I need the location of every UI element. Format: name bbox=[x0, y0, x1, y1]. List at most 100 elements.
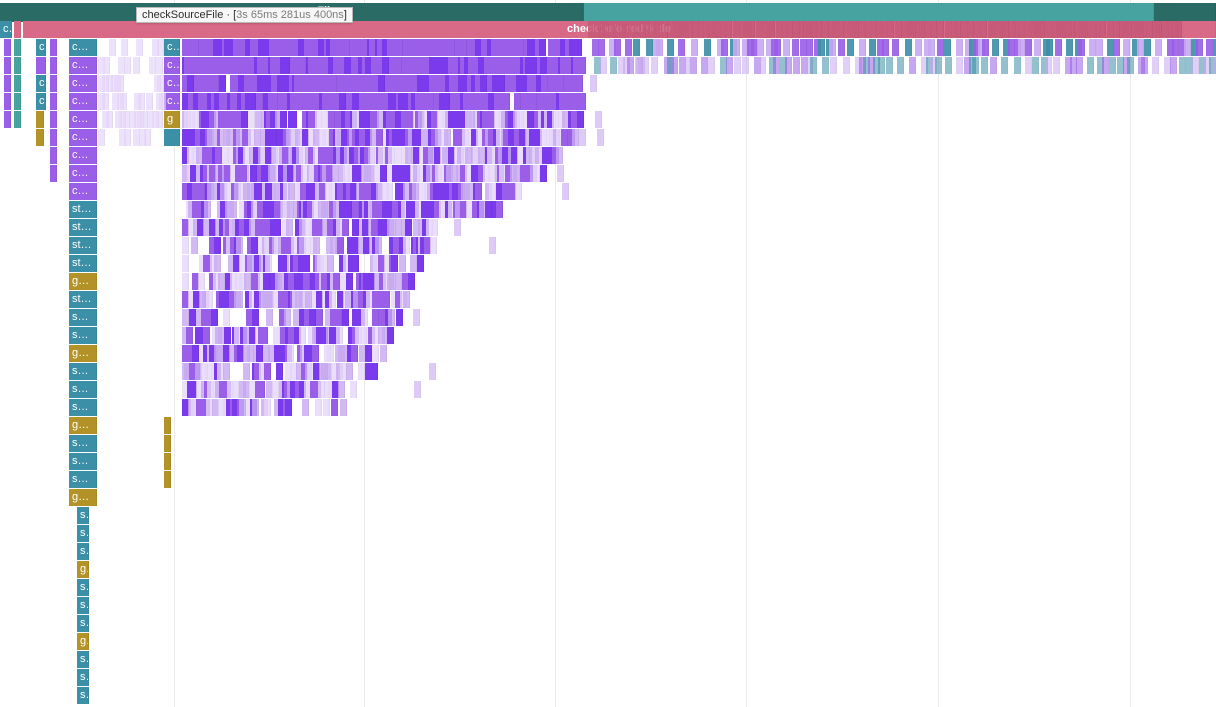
flame-frame[interactable]: che… bbox=[69, 129, 97, 146]
flame-frame[interactable]: che… bbox=[69, 57, 97, 74]
flame-frame[interactable]: st… bbox=[69, 291, 97, 308]
flame-frame bbox=[830, 57, 837, 74]
flame-frame bbox=[50, 57, 57, 74]
flame-frame bbox=[399, 255, 406, 272]
flame-frame[interactable]: g… bbox=[69, 489, 97, 506]
flame-frame[interactable]: che… bbox=[69, 111, 97, 128]
flame-frame bbox=[430, 237, 437, 254]
flame-frame bbox=[383, 291, 390, 308]
flame-frame[interactable]: s bbox=[77, 597, 89, 614]
flame-frame[interactable]: str… bbox=[69, 219, 97, 236]
flame-frame bbox=[1144, 39, 1151, 56]
flame-frame bbox=[327, 345, 334, 362]
flame-frame[interactable]: g bbox=[77, 561, 89, 578]
flame-frame[interactable]: che… bbox=[69, 147, 97, 164]
flame-frame[interactable]: s bbox=[77, 579, 89, 596]
flame-frame[interactable] bbox=[36, 57, 46, 74]
flame-frame bbox=[337, 237, 344, 254]
flame-frame[interactable]: st… bbox=[69, 255, 97, 272]
flame-frame[interactable] bbox=[36, 129, 44, 146]
flame-frame bbox=[414, 381, 421, 398]
flame-frame[interactable]: ge… bbox=[69, 273, 97, 290]
flame-frame bbox=[323, 399, 330, 416]
flame-frame bbox=[556, 147, 563, 164]
flame-frame[interactable]: c… bbox=[69, 39, 97, 56]
flame-frame[interactable]: g bbox=[77, 633, 89, 650]
flame-frame bbox=[967, 21, 974, 38]
flame-frame[interactable]: c bbox=[36, 39, 46, 56]
flame-frame bbox=[686, 21, 693, 38]
flame-frame bbox=[403, 291, 410, 308]
flame-frame[interactable]: che… bbox=[69, 165, 97, 182]
flame-frame[interactable]: che… bbox=[69, 75, 97, 92]
flame-frame[interactable]: c… bbox=[164, 39, 180, 56]
flame-frame[interactable]: g… bbox=[69, 345, 97, 362]
flame-frame bbox=[539, 39, 546, 56]
flame-frame[interactable]: c bbox=[0, 21, 12, 38]
flame-row: s bbox=[0, 597, 1216, 615]
flame-frame bbox=[138, 93, 145, 110]
flame-frame[interactable]: str… bbox=[69, 201, 97, 218]
flame-frame bbox=[146, 93, 153, 110]
flame-frame bbox=[299, 57, 306, 74]
flame-frame[interactable]: s bbox=[77, 507, 89, 524]
flame-frame bbox=[1184, 39, 1191, 56]
flame-frame[interactable]: s bbox=[77, 615, 89, 632]
flame-frame[interactable]: c… bbox=[164, 57, 180, 74]
flame-frame[interactable]: c… bbox=[164, 93, 180, 110]
flame-frame bbox=[475, 183, 482, 200]
flame-frame[interactable]: s… bbox=[69, 327, 97, 344]
flame-frame bbox=[352, 255, 359, 272]
flame-frame[interactable]: s bbox=[77, 669, 89, 686]
flame-frame[interactable] bbox=[36, 111, 44, 128]
flame-frame[interactable]: che… bbox=[69, 93, 97, 110]
flame-frame bbox=[773, 57, 780, 74]
frame-tooltip: checkSourceFile · [3s 65ms 281us 400ns] bbox=[136, 7, 353, 23]
flame-frame bbox=[313, 237, 320, 254]
flame-frame[interactable]: g… bbox=[69, 417, 97, 434]
flame-frame bbox=[270, 129, 277, 146]
flame-frame bbox=[388, 309, 395, 326]
flame-frame bbox=[748, 21, 755, 38]
flame-frame bbox=[783, 39, 790, 56]
flame-frame bbox=[290, 111, 297, 128]
flame-frame[interactable]: che… bbox=[69, 183, 97, 200]
flame-frame[interactable]: s bbox=[77, 651, 89, 668]
flame-frame[interactable]: s… bbox=[69, 381, 97, 398]
flame-frame[interactable]: s… bbox=[69, 399, 97, 416]
flame-frame[interactable]: st… bbox=[69, 237, 97, 254]
flame-frame bbox=[540, 165, 547, 182]
flame-frame bbox=[691, 39, 698, 56]
flamegraph-body[interactable]: ceFileccheckDeferredNodecc…c…che…c…cche…… bbox=[0, 0, 1216, 707]
flame-frame[interactable]: s bbox=[77, 525, 89, 542]
flame-frame bbox=[725, 21, 732, 38]
flame-frame bbox=[444, 129, 451, 146]
flame-frame[interactable]: s… bbox=[69, 453, 97, 470]
flame-frame[interactable]: c… bbox=[164, 75, 180, 92]
flame-frame[interactable]: s… bbox=[69, 435, 97, 452]
flame-frame[interactable]: g bbox=[164, 111, 180, 128]
flame-frame[interactable] bbox=[14, 21, 21, 38]
flame-frame bbox=[283, 57, 290, 74]
flame-frame bbox=[704, 39, 711, 56]
flame-frame[interactable]: s bbox=[77, 543, 89, 560]
flame-frame bbox=[905, 39, 912, 56]
flame-frame[interactable]: s… bbox=[69, 363, 97, 380]
flame-row: g… bbox=[0, 489, 1216, 507]
flame-frame[interactable]: s bbox=[77, 687, 89, 704]
flame-frame[interactable] bbox=[164, 129, 180, 146]
flame-frame bbox=[1125, 21, 1132, 38]
flame-frame[interactable]: c bbox=[36, 93, 46, 110]
flame-frame bbox=[380, 165, 387, 182]
flame-frame bbox=[678, 39, 685, 56]
flame-row: g… bbox=[0, 417, 1216, 435]
flame-frame bbox=[211, 309, 218, 326]
flame-frame[interactable]: s… bbox=[69, 309, 97, 326]
flame-frame bbox=[837, 21, 844, 38]
flame-frame[interactable]: s… bbox=[69, 471, 97, 488]
flame-frame[interactable]: c bbox=[36, 75, 46, 92]
flame-row: s… bbox=[0, 471, 1216, 489]
flame-frame bbox=[956, 39, 963, 56]
flame-frame bbox=[646, 39, 653, 56]
flame-frame bbox=[774, 39, 781, 56]
